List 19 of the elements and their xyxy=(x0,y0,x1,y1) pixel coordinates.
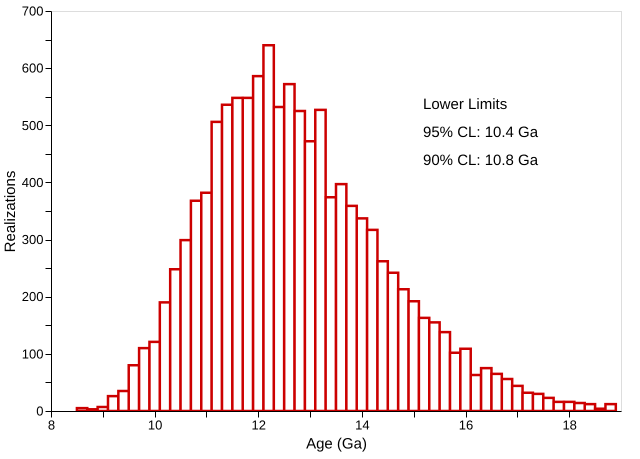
y-tick-label: 100 xyxy=(22,346,44,362)
x-tick-label: 18 xyxy=(562,418,577,432)
annotation: 95% CL: 10.4 Ga xyxy=(423,124,539,141)
y-tick-label: 400 xyxy=(22,174,44,190)
y-tick-label: 200 xyxy=(22,289,44,304)
y-tick-label: 0 xyxy=(36,404,44,418)
y-tick-label: 700 xyxy=(22,4,44,18)
annotation: Lower Limits xyxy=(423,96,508,113)
x-tick-label: 14 xyxy=(355,418,370,432)
x-tick-label: 8 xyxy=(48,418,56,432)
y-tick-label: 600 xyxy=(22,60,44,76)
y-axis-title: Realizations xyxy=(2,170,19,252)
y-tick-label: 300 xyxy=(22,232,44,248)
x-tick-label: 10 xyxy=(148,418,162,432)
annotation: 90% CL: 10.8 Ga xyxy=(423,152,539,169)
x-tick-label: 12 xyxy=(252,418,266,432)
y-tick-label: 500 xyxy=(22,118,44,133)
x-tick-label: 16 xyxy=(458,418,474,432)
x-axis-title: Age (Ga) xyxy=(306,436,367,452)
